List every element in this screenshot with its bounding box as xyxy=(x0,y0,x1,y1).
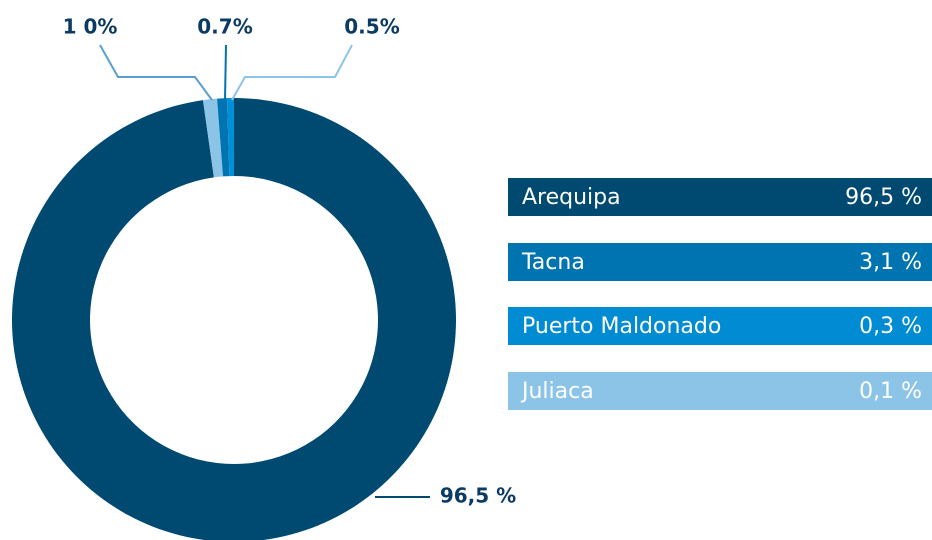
slice-label: 0.7% xyxy=(197,15,252,39)
legend-value: 0,3 % xyxy=(859,314,922,339)
legend-row xyxy=(508,307,932,345)
slice xyxy=(217,98,230,177)
legend-value: 3,1 % xyxy=(859,250,922,275)
legend-row xyxy=(508,372,932,410)
slice-label: 1 0% xyxy=(63,15,118,39)
slice xyxy=(203,98,224,178)
legend-row xyxy=(508,178,932,216)
legend-name: Puerto Maldonado xyxy=(522,314,721,339)
slice xyxy=(12,98,456,540)
legend-name: Juliaca xyxy=(520,379,594,404)
slice-label: 96,5 % xyxy=(440,484,516,508)
legend-value: 0,1 % xyxy=(859,379,922,404)
legend-row xyxy=(508,243,932,281)
callout-line xyxy=(224,44,227,101)
legend-value: 96,5 % xyxy=(845,185,922,210)
legend-name: Arequipa xyxy=(522,185,621,210)
callout-line xyxy=(231,44,353,101)
callout-line xyxy=(99,44,213,101)
slice-label: 0.5% xyxy=(344,15,399,39)
legend-name: Tacna xyxy=(521,250,585,275)
slice xyxy=(226,98,234,177)
